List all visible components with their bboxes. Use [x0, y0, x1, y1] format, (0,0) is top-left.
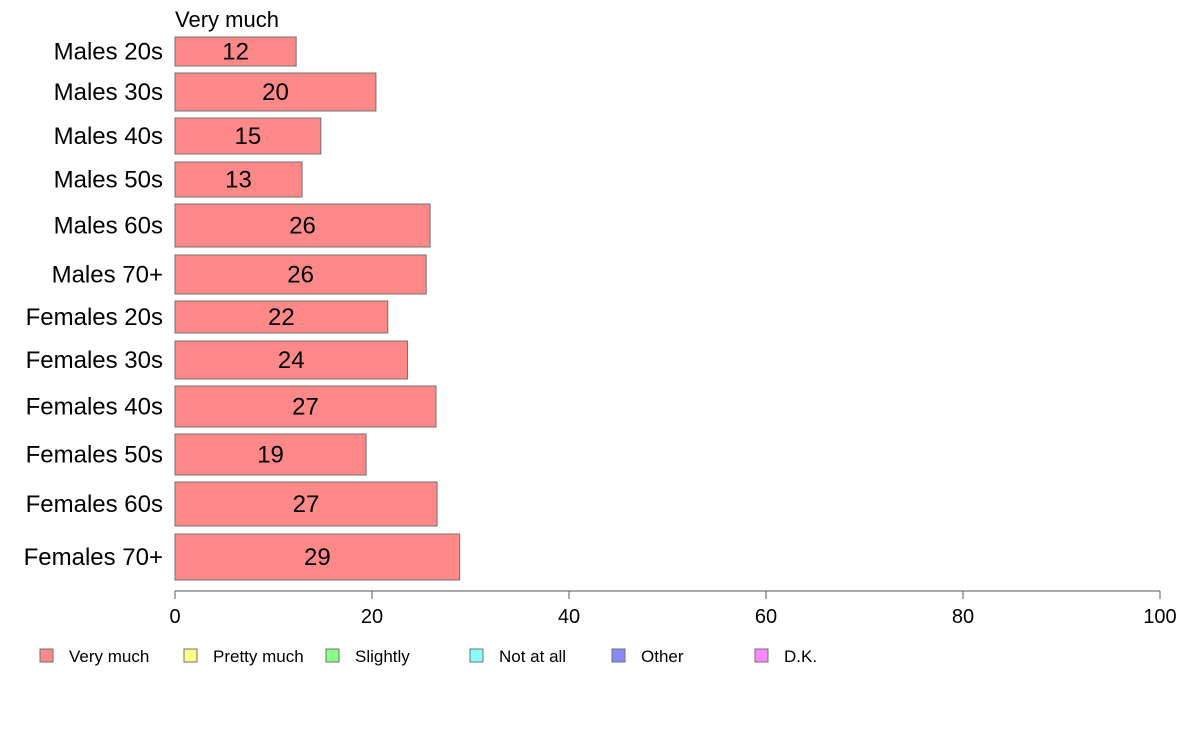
- x-tick-label: 80: [952, 606, 974, 628]
- bar-value-label: 27: [293, 491, 320, 518]
- bar-segment: [174, 481, 438, 527]
- legend-label: Other: [641, 647, 684, 666]
- x-tick-label: 20: [361, 606, 383, 628]
- bar-segment: [174, 300, 389, 334]
- bar-segment: [174, 340, 408, 380]
- category-label: Females 50s: [26, 442, 163, 469]
- legend-swatch: [39, 648, 54, 663]
- legend-label: Very much: [69, 647, 149, 666]
- bar-value-label: 12: [222, 39, 249, 66]
- bar-value-label: 22: [268, 304, 295, 331]
- bar-segment: [174, 203, 431, 248]
- bar-value-label: 19: [257, 442, 284, 469]
- bar-segment: [174, 117, 322, 155]
- category-label: Females 70+: [24, 544, 163, 571]
- bar-segment: [174, 72, 377, 112]
- category-label: Males 40s: [54, 123, 163, 150]
- x-tick-label: 100: [1143, 606, 1176, 628]
- bar-value-label: 26: [289, 213, 316, 240]
- bar-segment: [174, 36, 297, 67]
- bar-value-label: 27: [292, 394, 319, 421]
- legend: Very much Pretty much Slightly Not at all Ot…: [39, 647, 817, 666]
- bar-segment: [174, 385, 437, 428]
- bar-value-label: 15: [235, 123, 262, 150]
- category-label: Males 70+: [52, 262, 163, 289]
- x-axis: 0 20 40 60 80 100: [169, 590, 1177, 628]
- x-tick-label: 60: [755, 606, 777, 628]
- category-label: Females 60s: [26, 491, 163, 518]
- bar-value-label: 13: [225, 167, 252, 194]
- legend-label: Not at all: [499, 647, 566, 666]
- bar-segment: [174, 433, 367, 476]
- category-label: Females 20s: [26, 304, 163, 331]
- category-label: Males 30s: [54, 79, 163, 106]
- legend-swatch: [754, 648, 769, 663]
- bar-segment: [174, 254, 427, 295]
- legend-swatch: [611, 648, 626, 663]
- category-label: Males 20s: [54, 39, 163, 66]
- series-title: Very much: [175, 7, 279, 32]
- legend-label: Slightly: [355, 647, 410, 666]
- category-label: Males 60s: [54, 213, 163, 240]
- legend-swatch: [325, 648, 340, 663]
- legend-label: Pretty much: [213, 647, 304, 666]
- bars-group: Males 20s 12 Males 30s 20 Males 40s 15 Males 5…: [24, 36, 461, 581]
- bar-value-label: 20: [262, 79, 289, 106]
- legend-swatch: [469, 648, 484, 663]
- bar-value-label: 24: [278, 347, 305, 374]
- bar-segment: [174, 533, 461, 581]
- category-label: Females 30s: [26, 347, 163, 374]
- bar-value-label: 26: [287, 262, 314, 289]
- bar-value-label: 29: [304, 544, 331, 571]
- x-tick-label: 0: [169, 606, 180, 628]
- category-label: Males 50s: [54, 167, 163, 194]
- legend-swatch: [183, 648, 198, 663]
- legend-label: D.K.: [784, 647, 817, 666]
- bar-segment: [174, 161, 303, 198]
- category-label: Females 40s: [26, 394, 163, 421]
- x-tick-label: 40: [558, 606, 580, 628]
